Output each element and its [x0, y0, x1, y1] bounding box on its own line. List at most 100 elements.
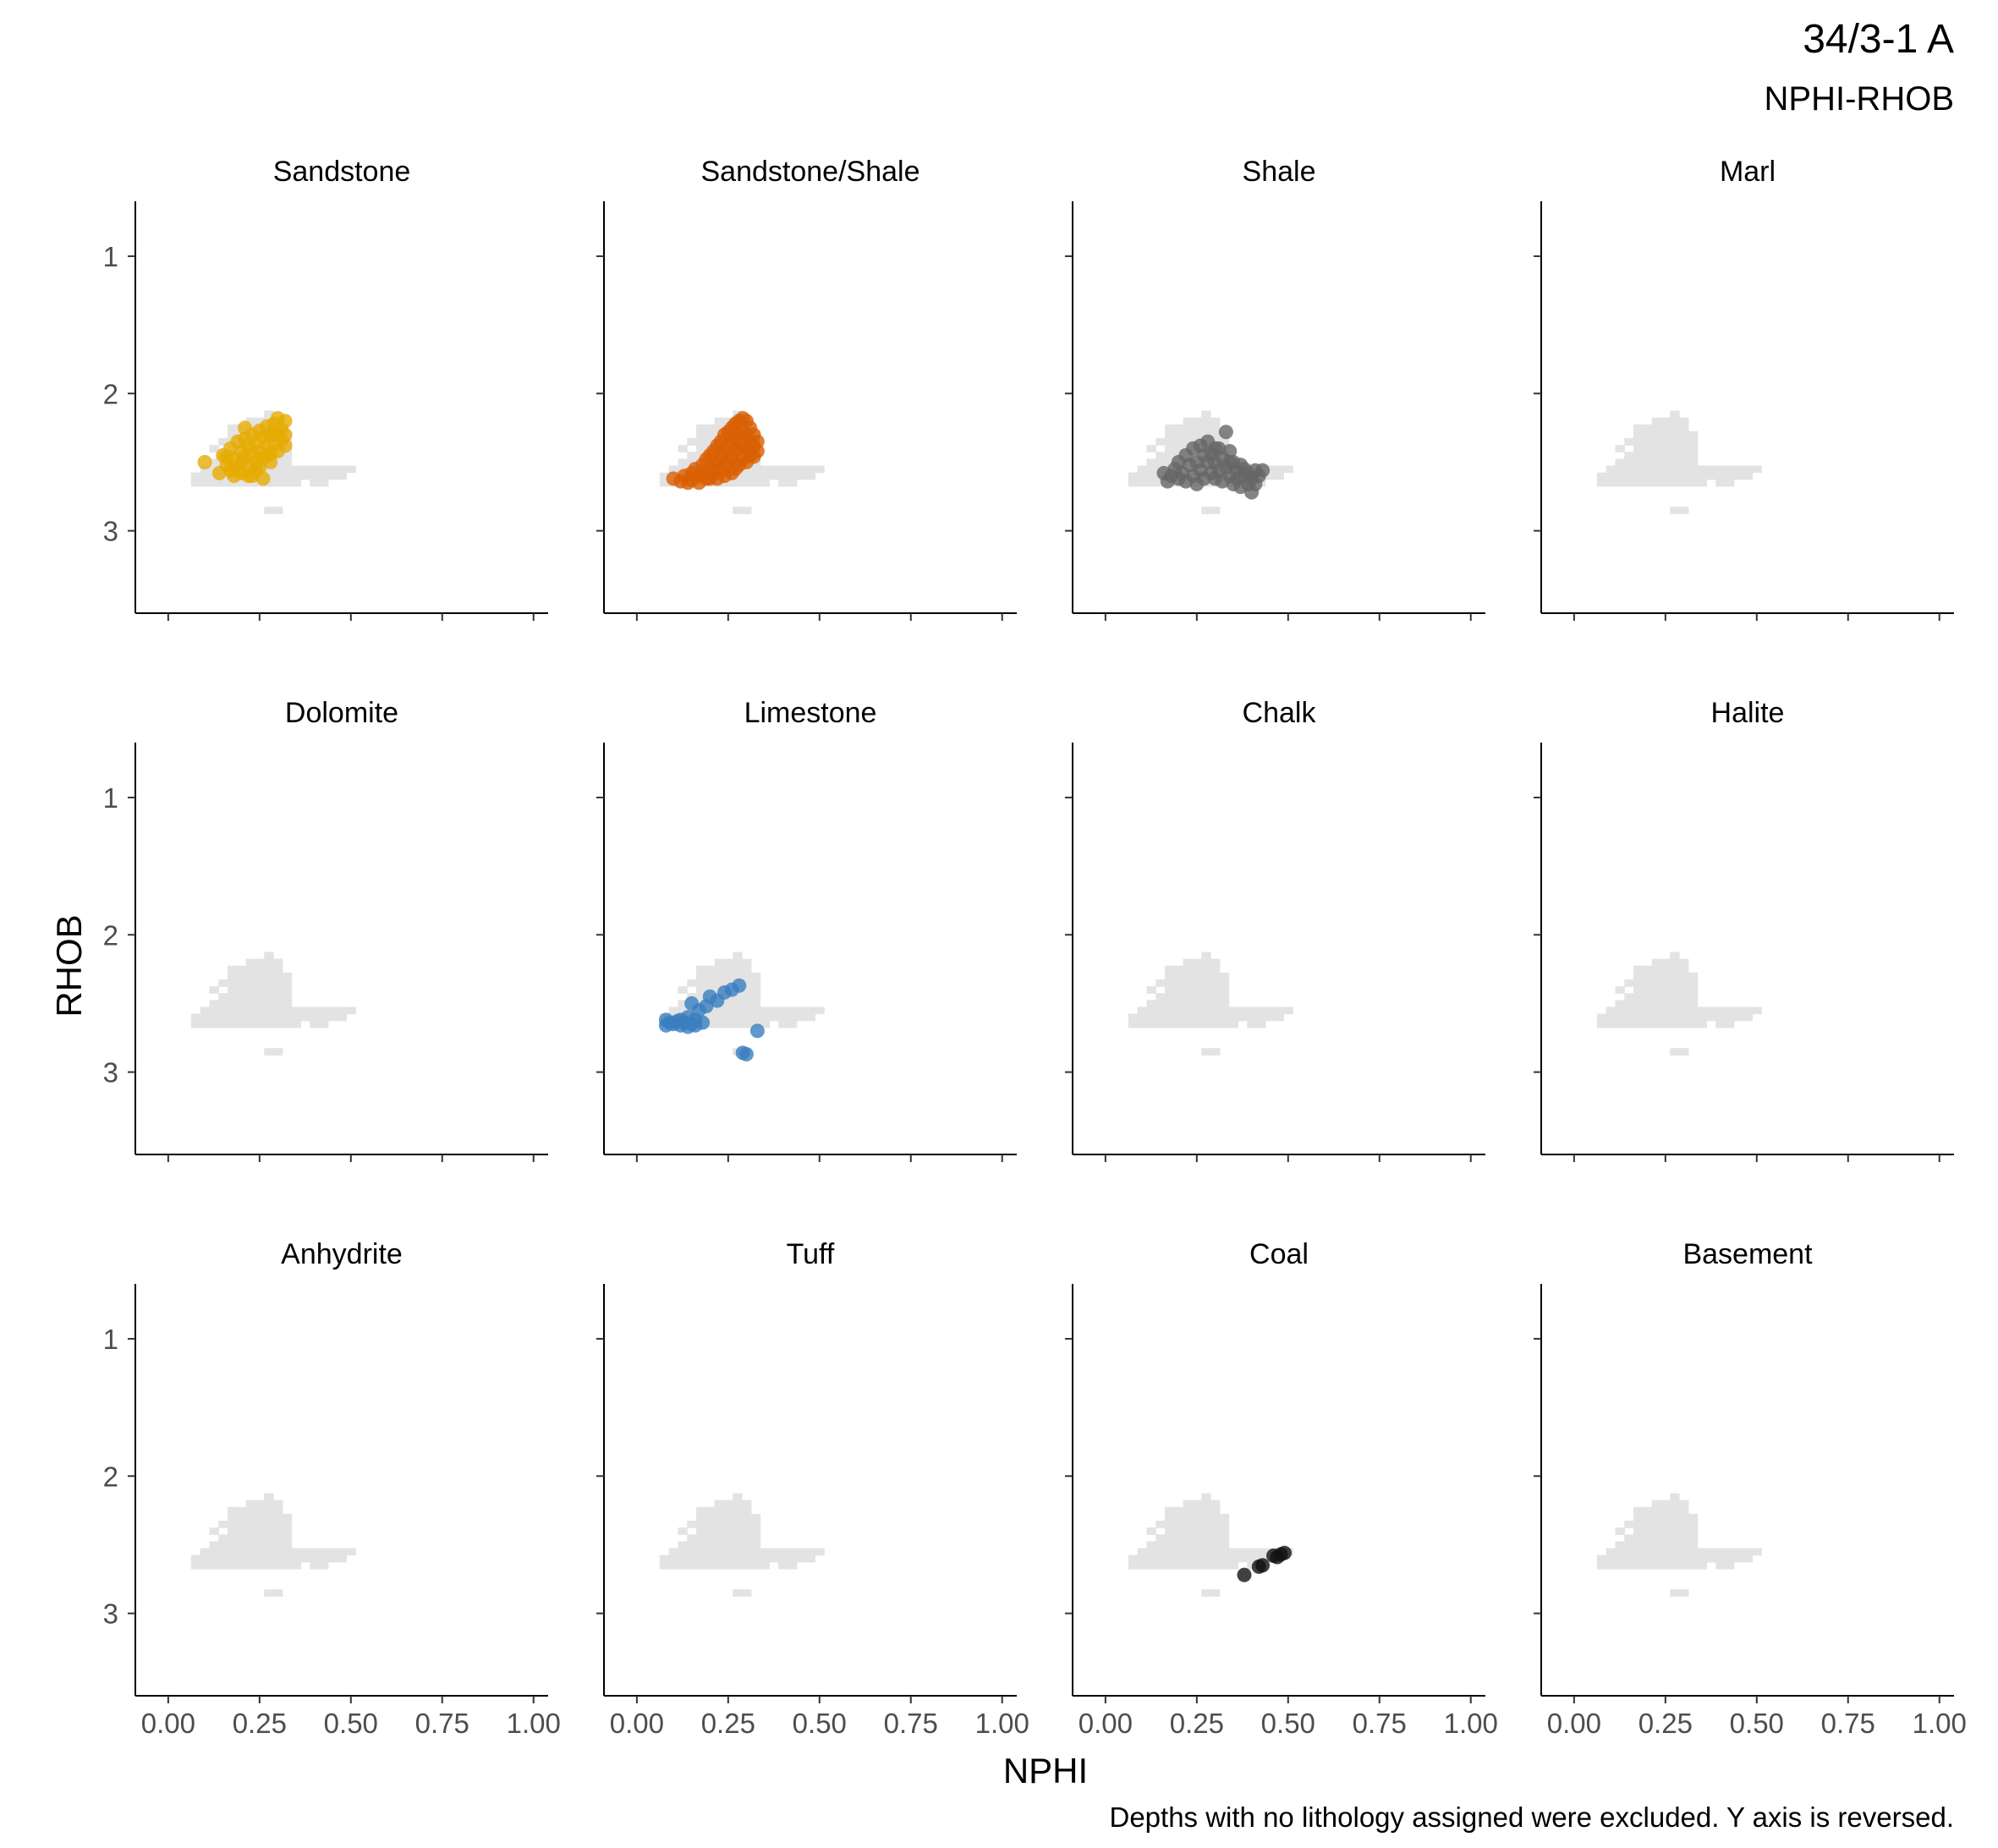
background-density-cell — [733, 1589, 743, 1597]
background-density-cell — [678, 1548, 688, 1556]
x-tick-label: 0.50 — [324, 1708, 378, 1739]
background-density-cell — [1146, 1020, 1156, 1028]
background-density-cell — [264, 1020, 274, 1028]
background-density-cell — [1679, 424, 1689, 432]
background-density-cell — [1256, 1020, 1266, 1028]
background-density-cell — [228, 1013, 238, 1022]
background-density-cell — [190, 1561, 201, 1570]
background-density-cell — [696, 965, 706, 973]
background-density-cell — [1633, 972, 1644, 980]
background-density-cell — [1192, 1548, 1202, 1556]
data-point — [266, 425, 282, 440]
background-density-cell — [1615, 465, 1625, 474]
y-tick-label: 1 — [103, 782, 118, 814]
background-density-cell — [1274, 472, 1284, 480]
data-point — [749, 443, 765, 458]
background-density-cell — [310, 1548, 320, 1556]
background-density-cell — [1173, 1513, 1184, 1522]
background-density-cell — [1715, 1006, 1726, 1015]
background-density-cell — [1670, 479, 1680, 487]
background-density-cell — [1606, 465, 1617, 474]
data-point — [1255, 463, 1271, 478]
background-density-cell — [1192, 417, 1202, 425]
background-density-cell — [1743, 472, 1753, 480]
background-density-cell — [1660, 1541, 1671, 1549]
background-density-cell — [1679, 979, 1689, 987]
background-density-cell — [1679, 1048, 1689, 1056]
background-density-cell — [1219, 1561, 1230, 1570]
background-density-cell — [687, 438, 697, 446]
background-density-cell — [678, 445, 688, 452]
background-density-cell — [742, 965, 752, 973]
background-density-cell — [264, 1541, 274, 1549]
background-density-cell — [1201, 993, 1211, 1001]
background-density-cell — [696, 979, 706, 987]
background-density-cell — [282, 1000, 293, 1008]
background-density-cell — [1201, 1513, 1211, 1522]
background-density-cell — [282, 1548, 293, 1556]
background-density-cell — [1624, 993, 1634, 1001]
background-density-cell — [1201, 417, 1211, 425]
background-density-cell — [1146, 1527, 1156, 1535]
background-density-cell — [1247, 1006, 1257, 1015]
background-density-cell — [750, 1548, 761, 1556]
background-density-cell — [264, 465, 274, 474]
background-density-cell — [1247, 1548, 1257, 1556]
background-density-cell — [1247, 1020, 1257, 1028]
background-density-cell — [733, 958, 743, 967]
background-density-cell — [1752, 1006, 1762, 1015]
background-density-cell — [1173, 1555, 1184, 1563]
background-density-cell — [723, 972, 733, 980]
background-density-cell — [264, 1561, 274, 1570]
background-density-cell — [1146, 465, 1156, 474]
background-density-cell — [273, 1048, 283, 1056]
background-density-cell — [228, 1006, 238, 1015]
facet-strip-label: Coal — [1249, 1238, 1309, 1270]
background-density-cell — [1606, 472, 1617, 480]
background-density-cell — [733, 972, 743, 980]
facet-strip-label: Dolomite — [285, 697, 398, 729]
background-density-cell — [228, 993, 238, 1001]
background-density-cell — [236, 965, 247, 973]
x-tick-label: 0.00 — [610, 1708, 664, 1739]
chart-subtitle: NPHI-RHOB — [1765, 80, 1954, 118]
background-density-cell — [1146, 1541, 1156, 1549]
facet-strip-label: Limestone — [744, 697, 877, 729]
background-density-cell — [1651, 972, 1662, 980]
background-density-cell — [742, 1013, 752, 1022]
facet-panel: Shale — [1065, 156, 1485, 621]
background-density-cell — [696, 1521, 706, 1528]
background-density-cell — [815, 1548, 825, 1556]
background-density-cell — [1670, 507, 1680, 514]
background-density-cell — [1642, 458, 1653, 467]
background-density-cell — [1165, 972, 1175, 980]
background-density-cell — [1679, 1589, 1689, 1597]
background-density-cell — [1183, 417, 1194, 425]
background-density-cell — [1192, 1020, 1202, 1028]
background-density-cell — [1697, 1561, 1708, 1570]
background-density-cell — [1651, 430, 1662, 439]
background-density-cell — [1165, 1548, 1175, 1556]
background-density-cell — [723, 979, 733, 987]
facet-strip-label: Sandstone/Shale — [701, 156, 920, 188]
background-density-cell — [1155, 438, 1166, 446]
background-density-cell — [209, 1541, 219, 1549]
background-density-cell — [282, 1555, 293, 1563]
background-density-cell — [218, 1006, 228, 1015]
background-density-cell — [1697, 472, 1708, 480]
background-density-cell — [714, 1541, 725, 1549]
background-density-cell — [1725, 1013, 1735, 1022]
background-density-cell — [282, 452, 293, 459]
background-density-cell — [1165, 1513, 1175, 1522]
background-density-cell — [733, 1006, 743, 1015]
facet-strip-label: Marl — [1720, 156, 1776, 188]
background-density-cell — [1651, 472, 1662, 480]
background-density-cell — [1743, 1548, 1753, 1556]
x-axis-title: NPHI — [1003, 1751, 1088, 1790]
background-density-cell — [282, 472, 293, 480]
background-density-cell — [733, 1000, 743, 1008]
background-density-cell — [1752, 1548, 1762, 1556]
background-density-cell — [750, 479, 761, 487]
background-density-cell — [319, 1020, 329, 1028]
background-density-cell — [1651, 1548, 1662, 1556]
